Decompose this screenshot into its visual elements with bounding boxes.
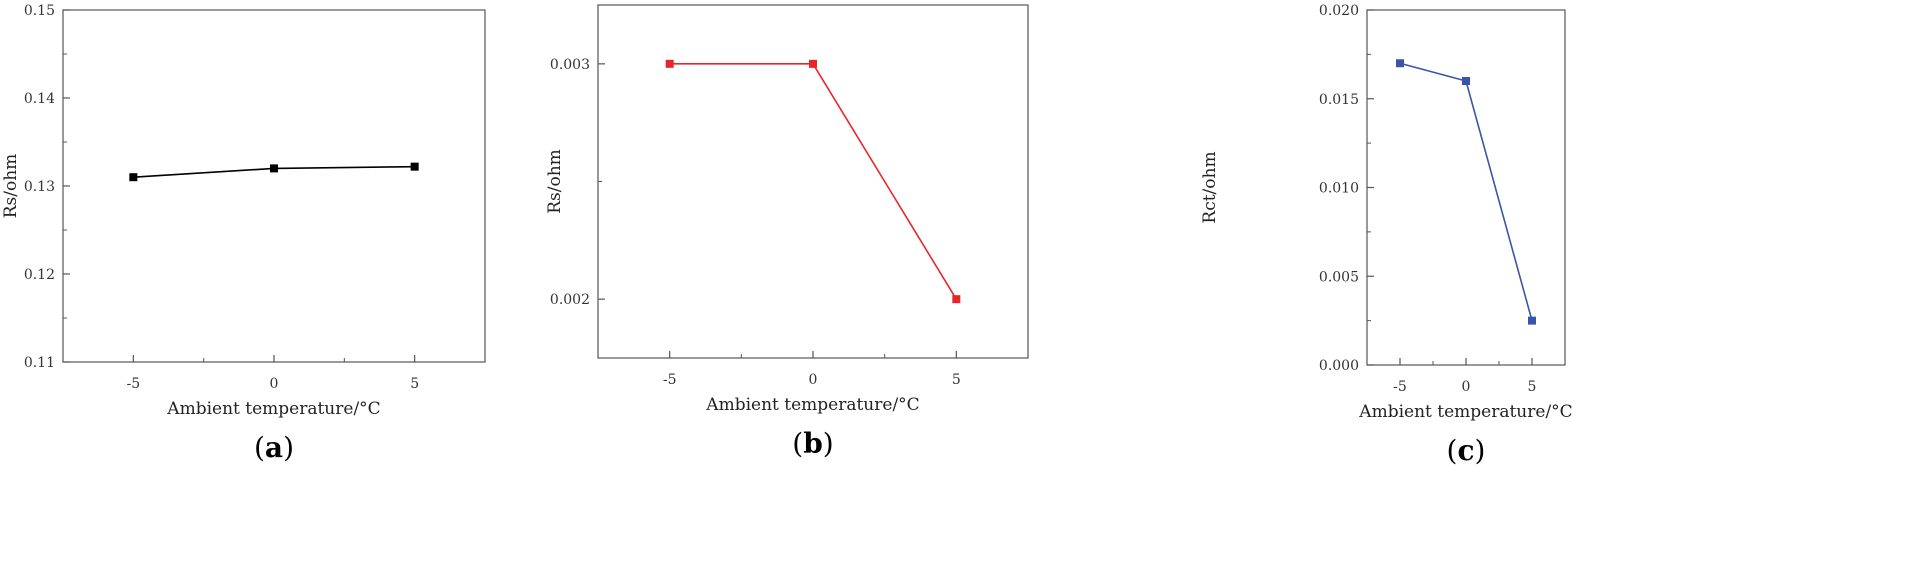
y-tick-label: 0.12 [24, 267, 55, 283]
panel-letter: a [265, 431, 283, 464]
x-tick-label: -5 [127, 376, 141, 392]
x-axis-label: Ambient temperature/°C [1358, 402, 1572, 422]
y-tick-label: 0.000 [1319, 358, 1359, 374]
data-point [665, 59, 674, 68]
y-tick-label: 0.15 [24, 3, 55, 19]
x-axis-label: Ambient temperature/°C [166, 399, 380, 419]
y-tick-label: 0.13 [24, 179, 55, 195]
y-axis-label: Rct/ohm [1200, 151, 1220, 223]
chart-panel-b: -5 0 5 0.002 0.003 Ambient temperature/°C Rs/o… [545, 0, 1180, 563]
chart-c-svg: -5 0 5 0.000 0.005 0.010 0.015 0.020 Ambient tem… [1200, 3, 1573, 467]
y-tick-label: 0.015 [1319, 92, 1359, 108]
data-point [1396, 59, 1404, 68]
chart-a-svg: -5 0 5 0.11 0.12 0.13 0.14 0.15 Ambient temperat… [1, 3, 486, 464]
y-tick-label: 0.003 [550, 57, 590, 73]
x-tick-label: 0 [1462, 379, 1471, 395]
panel-letter: c [1457, 434, 1474, 467]
data-point [270, 164, 278, 173]
data-point [952, 295, 961, 304]
y-tick-label: 0.14 [24, 91, 55, 107]
y-tick-label: 0.020 [1319, 3, 1359, 19]
data-point [129, 173, 138, 182]
y-tick-label: 0.005 [1319, 269, 1359, 285]
y-tick-label: 0.11 [24, 355, 55, 371]
series-line [1399, 62, 1533, 321]
x-tick-label: 0 [270, 376, 279, 392]
x-axis-label: Ambient temperature/°C [705, 395, 919, 415]
x-tick-label: 5 [410, 376, 419, 392]
chart-panel-a: -5 0 5 0.11 0.12 0.13 0.14 0.15 Ambient temperat… [0, 0, 620, 563]
y-tick-label: 0.010 [1319, 181, 1359, 197]
x-tick-label: 5 [952, 372, 961, 388]
y-axis-label: Rs/ohm [1, 154, 21, 219]
chart-b-svg: -5 0 5 0.002 0.003 Ambient temperature/°C Rs/o… [545, 4, 1029, 460]
data-point [1528, 316, 1536, 325]
chart-panel-c: -5 0 5 0.000 0.005 0.010 0.015 0.020 Ambient tem… [1200, 0, 1885, 563]
series-line [669, 63, 958, 300]
y-axis-label: Rs/ohm [545, 149, 565, 214]
x-tick-label: 0 [809, 372, 818, 388]
panel-label: (a) [254, 431, 294, 464]
panel-label: (c) [1447, 434, 1486, 467]
y-tick-label: 0.002 [550, 292, 590, 308]
panel-letter: b [803, 427, 823, 460]
panel-label: (b) [792, 427, 833, 460]
x-tick-label: -5 [663, 372, 677, 388]
plot-frame [62, 9, 486, 363]
x-tick-label: -5 [1393, 379, 1407, 395]
data-point [410, 162, 419, 171]
data-point [1462, 77, 1470, 85]
x-tick-label: 5 [1528, 379, 1537, 395]
plot-frame [597, 4, 1029, 359]
data-point [809, 59, 817, 68]
